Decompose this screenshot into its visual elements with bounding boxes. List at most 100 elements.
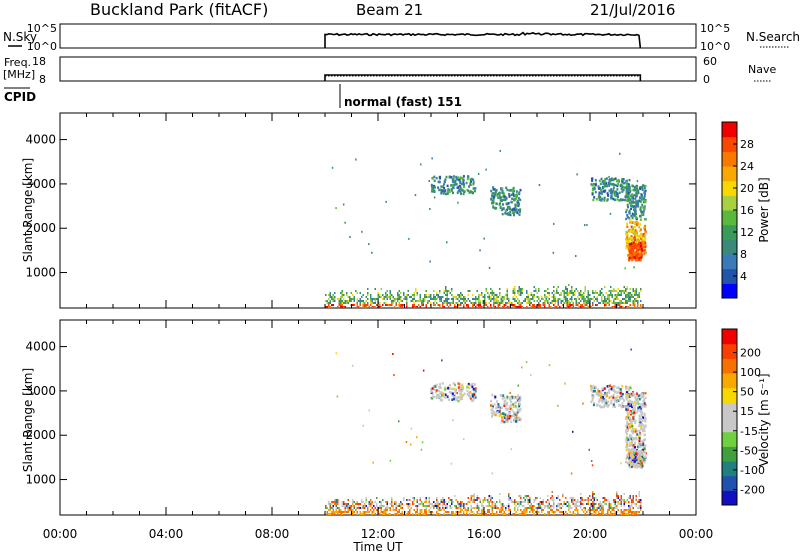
echo-cell xyxy=(635,437,638,441)
echo-cell xyxy=(448,306,450,308)
echo-cell xyxy=(445,501,447,503)
echo-cell xyxy=(472,499,474,501)
echo-cell xyxy=(529,511,531,513)
echo-cell xyxy=(584,304,586,306)
freq-panel: 18 8 60 0 Freq. [MHz] Nave xyxy=(3,55,776,86)
echo-cell xyxy=(346,302,348,304)
echo-cell xyxy=(545,501,547,503)
echo-cell xyxy=(628,178,631,182)
echo-cell xyxy=(608,290,610,292)
echo-cell xyxy=(641,186,644,189)
echo-cell xyxy=(395,513,397,515)
echo-cell xyxy=(605,304,607,306)
echo-cell xyxy=(353,511,355,513)
echo-cell xyxy=(517,418,520,422)
echo-cell xyxy=(600,199,603,202)
echo-cell xyxy=(629,300,631,302)
echo-cell xyxy=(455,306,457,308)
echo-cell xyxy=(599,503,601,505)
echo-cell xyxy=(512,304,514,306)
echo-cell xyxy=(566,290,568,292)
echo-cell xyxy=(593,402,596,405)
echo-cell xyxy=(526,290,528,292)
echo-cell xyxy=(586,499,588,501)
echo-cell xyxy=(440,391,443,394)
echo-cell xyxy=(326,306,328,308)
echo-cell xyxy=(326,507,328,509)
echo-cell xyxy=(622,188,625,192)
echo-cell xyxy=(625,199,628,202)
echo-cell xyxy=(643,252,646,256)
echo-cell xyxy=(328,294,330,296)
echo-cell xyxy=(640,240,643,243)
echo-cell xyxy=(638,419,641,422)
echo-cell xyxy=(637,200,640,203)
echo-cell xyxy=(533,509,535,511)
echo-cell xyxy=(619,306,621,308)
echo-cell xyxy=(500,406,503,410)
echo-cell xyxy=(642,233,645,236)
echo-cell xyxy=(386,304,388,306)
echo-cell xyxy=(634,503,636,505)
echo-cell xyxy=(630,444,633,447)
echo-cell xyxy=(638,491,640,493)
echo-cell xyxy=(643,195,646,198)
echo-cell xyxy=(508,509,510,511)
echo-cell xyxy=(623,493,625,495)
echo-cell xyxy=(568,509,570,511)
echo-cell xyxy=(497,296,499,298)
echo-cell xyxy=(635,401,637,405)
echo-cell xyxy=(510,408,513,412)
echo-cell xyxy=(433,505,435,507)
echo-cell xyxy=(629,386,632,389)
echo-cell xyxy=(517,205,519,208)
echo-cell xyxy=(438,385,441,389)
echo-cell xyxy=(628,387,631,391)
echo-cell xyxy=(455,398,458,402)
echo-cell xyxy=(391,304,393,306)
echo-cell xyxy=(566,505,568,507)
echo-cell xyxy=(637,450,640,453)
echo-cell xyxy=(338,304,340,306)
echo-cell xyxy=(332,294,334,296)
echo-cell xyxy=(541,507,543,509)
echo-cell xyxy=(598,302,600,304)
echo-cell xyxy=(581,497,583,499)
echo-cell xyxy=(643,400,646,403)
echo-cell xyxy=(484,497,486,499)
echo-cell xyxy=(630,225,633,228)
echo-cell xyxy=(630,393,633,396)
echo-cell xyxy=(512,191,515,194)
echo-cell xyxy=(445,298,447,300)
echo-cell xyxy=(359,292,361,294)
echo-cell xyxy=(349,505,351,507)
echo-cell xyxy=(620,462,622,465)
echo-cell xyxy=(592,505,594,507)
echo-cell xyxy=(553,300,555,302)
echo-cell xyxy=(466,384,469,388)
echo-cell xyxy=(463,190,466,193)
echo-cell xyxy=(529,302,531,304)
echo-cell xyxy=(385,296,387,298)
echo-cell xyxy=(356,298,358,300)
echo-cell xyxy=(644,237,647,240)
echo-cell xyxy=(598,179,601,183)
echo-cell xyxy=(627,241,630,245)
echo-cell xyxy=(642,457,645,460)
echo-cell xyxy=(642,239,645,242)
echo-cell xyxy=(418,513,420,515)
echo-cell xyxy=(638,250,641,253)
echo-cell xyxy=(398,511,400,513)
echo-cell xyxy=(448,190,451,193)
echo-cell xyxy=(620,501,622,503)
echo-cell xyxy=(616,298,618,300)
echo-cell xyxy=(636,193,639,196)
echo-cell xyxy=(509,405,511,408)
echo-cell xyxy=(518,503,520,505)
echo-cell xyxy=(569,511,571,513)
echo-cell xyxy=(440,509,442,511)
echo-cell xyxy=(493,196,496,199)
echo-cell xyxy=(536,507,538,509)
echo-cell xyxy=(574,292,576,294)
echo-cell xyxy=(451,288,453,290)
